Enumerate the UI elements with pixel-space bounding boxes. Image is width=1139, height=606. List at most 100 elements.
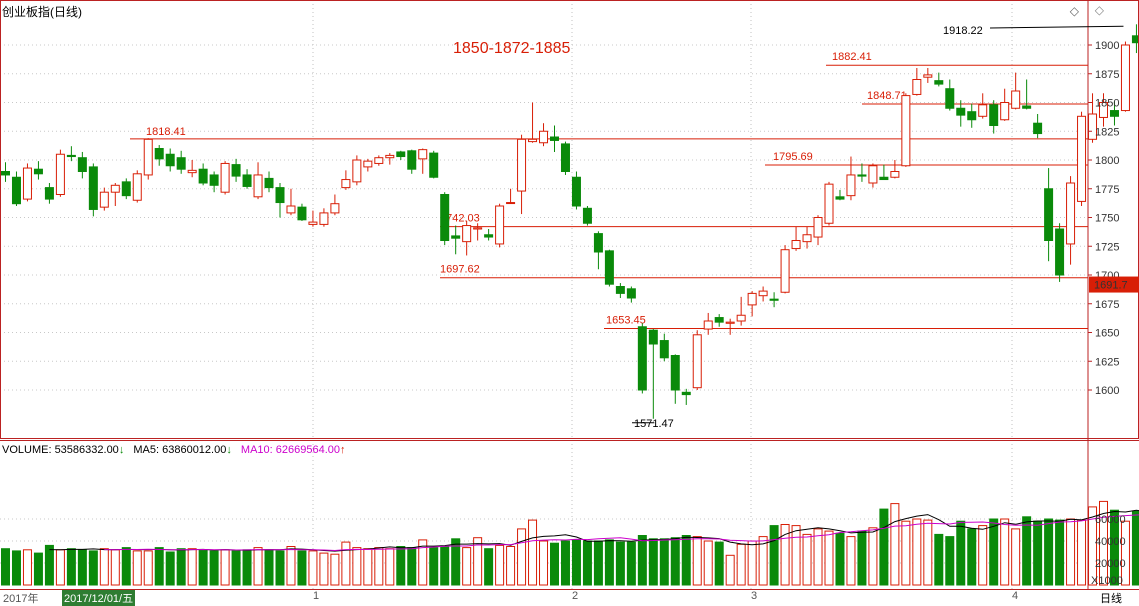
volume-bar [770, 526, 778, 585]
volume-bar [1001, 519, 1009, 585]
volume-bar [144, 551, 152, 585]
volume-bar [309, 551, 317, 585]
volume-bar [67, 549, 75, 585]
volume-bar [529, 520, 537, 585]
candle-body [243, 175, 251, 187]
volume-bar [397, 547, 405, 586]
volume-bar [551, 543, 559, 585]
volume-bar [891, 504, 899, 585]
volume-bar [463, 548, 471, 585]
candle-body [627, 289, 635, 298]
candle-body [880, 177, 888, 179]
level-label: 1818.41 [146, 126, 186, 138]
candle-body [23, 168, 31, 199]
candle-body [540, 131, 548, 143]
candle-body [507, 203, 515, 204]
price-tick-label: 1850 [1095, 98, 1119, 110]
candle-body [287, 206, 295, 213]
candle-body [342, 180, 350, 188]
candle-body [1045, 189, 1053, 241]
volume-tick-label: 60000 [1095, 514, 1126, 526]
volume-bar [430, 548, 438, 585]
volume-bar [276, 551, 284, 585]
candle-body [726, 322, 734, 323]
volume-bar [1132, 511, 1139, 585]
candle-body [594, 234, 602, 252]
candle-body [78, 158, 86, 172]
candle-body [122, 182, 130, 196]
candle-body [364, 161, 372, 167]
volume-bar [825, 531, 833, 585]
low-label: 1571.47 [634, 418, 674, 430]
month-1: 1 [313, 590, 319, 602]
price-tick-label: 1650 [1095, 328, 1119, 340]
price-tick-label: 1825 [1095, 126, 1119, 138]
volume-bar [1067, 519, 1075, 585]
candle-body [891, 172, 899, 178]
volume-bar [265, 550, 273, 585]
volume-bar [287, 547, 295, 586]
volume-bar [847, 537, 855, 585]
candle-body [616, 287, 624, 294]
volume-legend: VOLUME: 53586332.00↓ MA5: 63860012.00↓ M… [2, 444, 352, 456]
volume-bar [946, 537, 954, 585]
volume-bar [2, 549, 10, 585]
price-tick-label: 1800 [1095, 155, 1119, 167]
candle-body [825, 184, 833, 223]
volume-bar [660, 539, 668, 585]
month-2: 2 [572, 590, 578, 602]
volume-bar [342, 542, 350, 585]
volume-bar [1078, 520, 1086, 585]
level-label: 1697.62 [440, 264, 480, 276]
volume-bar [232, 551, 240, 585]
candle-body [45, 188, 53, 200]
candle-body [56, 154, 64, 194]
volume-bar [979, 526, 987, 585]
candle-body [210, 175, 218, 185]
candle-body [1056, 229, 1064, 275]
month-4: 4 [1012, 590, 1018, 602]
volume-bar [737, 544, 745, 585]
volume-bar [518, 529, 526, 585]
candle-body [1067, 183, 1075, 244]
price-tick-label: 1750 [1095, 213, 1119, 225]
candle-body [935, 81, 943, 84]
candle-body [254, 175, 262, 197]
candle-body [990, 105, 998, 126]
volume-bar [485, 549, 493, 585]
volume-tick-label: 20000 [1095, 558, 1126, 570]
candle-body [474, 228, 482, 229]
volume-bar [990, 519, 998, 585]
price-frame [1, 1, 1139, 439]
candle-body [452, 236, 460, 238]
candle-body [638, 327, 646, 390]
candle-body [529, 139, 537, 141]
volume-bar [199, 550, 207, 585]
volume-bar [682, 536, 690, 586]
volume-bar [386, 549, 394, 585]
volume-bar [869, 528, 877, 585]
candle-body [1078, 116, 1086, 201]
candle-body [1121, 45, 1129, 111]
volume-bar [331, 554, 339, 585]
candle-body [166, 154, 174, 166]
volume-bar [408, 548, 416, 585]
volume-bar [836, 533, 844, 585]
candles [2, 24, 1139, 418]
volume-bar [122, 548, 130, 585]
volume-bar [298, 551, 306, 585]
volume-bar [1023, 517, 1031, 585]
current-price-value: 1691.7 [1094, 280, 1128, 292]
candle-body [1023, 106, 1031, 108]
candle-body [1001, 103, 1009, 120]
price-tick-label: 1775 [1095, 184, 1119, 196]
candle-body [111, 185, 119, 192]
candle-body [572, 177, 580, 206]
ma5-value: MA5: 63860012.00 [133, 444, 226, 456]
high-label: 1918.22 [943, 25, 983, 37]
volume-bar [858, 531, 866, 585]
volume-bar [100, 549, 108, 585]
volume-unit: X1000 [1091, 575, 1123, 587]
candle-body [913, 80, 921, 95]
volume-bar [166, 552, 174, 585]
